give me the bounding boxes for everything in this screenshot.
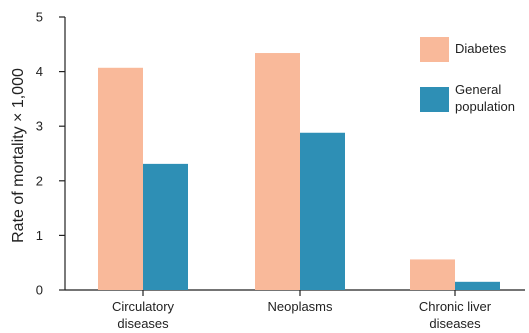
legend-label: General — [455, 82, 501, 97]
y-tick-label: 1 — [36, 228, 43, 243]
legend-swatch — [420, 37, 449, 62]
y-tick-label: 3 — [36, 119, 43, 134]
bar — [455, 281, 500, 290]
x-tick-label: Neoplasms — [267, 299, 333, 314]
y-tick-label: 2 — [36, 173, 43, 188]
y-tick-label: 5 — [36, 10, 43, 25]
legend-label: Diabetes — [455, 41, 507, 56]
legend-swatch — [420, 87, 449, 112]
bar — [300, 132, 345, 290]
y-tick-label: 4 — [36, 64, 43, 79]
bars — [98, 53, 500, 291]
legend: Diabetes General population — [420, 37, 515, 114]
bar — [143, 163, 188, 290]
bar — [410, 259, 455, 290]
legend-label: population — [455, 99, 515, 114]
labels: Circulatory diseases Neoplasms Chronic live… — [112, 299, 492, 331]
bar — [98, 67, 143, 290]
y-axis-title: Rate of mortality × 1,000 — [10, 68, 27, 243]
x-tick-label: Circulatory — [112, 299, 175, 314]
bar — [255, 53, 300, 291]
x-tick-label: Chronic liver — [419, 299, 492, 314]
y-tick-label: 0 — [36, 283, 43, 298]
x-tick-label: diseases — [429, 316, 481, 331]
x-tick-label: diseases — [117, 316, 169, 331]
